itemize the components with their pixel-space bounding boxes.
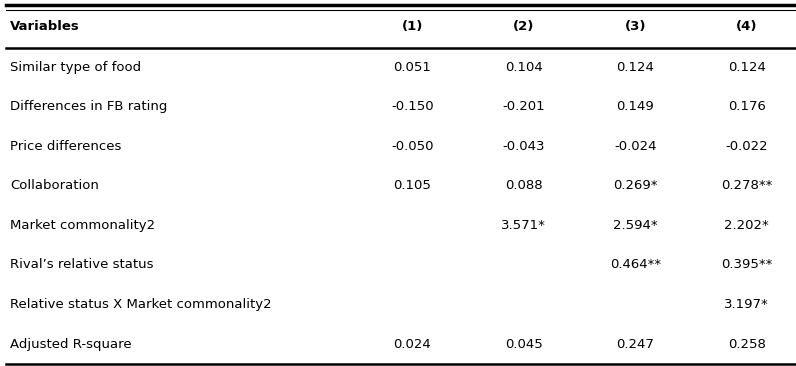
Text: -0.201: -0.201 (502, 100, 545, 113)
Text: (1): (1) (402, 20, 423, 33)
Text: 0.088: 0.088 (505, 179, 543, 193)
Text: 0.258: 0.258 (728, 337, 766, 351)
Text: Price differences: Price differences (10, 140, 122, 153)
Text: Market commonality2: Market commonality2 (10, 219, 155, 232)
Text: 0.105: 0.105 (393, 179, 431, 193)
Text: Adjusted R-square: Adjusted R-square (10, 337, 132, 351)
Text: (2): (2) (513, 20, 534, 33)
Text: 0.104: 0.104 (505, 61, 543, 74)
Text: 0.024: 0.024 (393, 337, 431, 351)
Text: Rival’s relative status: Rival’s relative status (10, 258, 154, 272)
Text: Collaboration: Collaboration (10, 179, 100, 193)
Text: 3.571*: 3.571* (501, 219, 546, 232)
Text: -0.150: -0.150 (391, 100, 434, 113)
Text: -0.050: -0.050 (391, 140, 434, 153)
Text: 0.176: 0.176 (728, 100, 766, 113)
Text: 2.594*: 2.594* (613, 219, 657, 232)
Text: -0.043: -0.043 (502, 140, 545, 153)
Text: 0.051: 0.051 (393, 61, 431, 74)
Text: 0.124: 0.124 (616, 61, 654, 74)
Text: 0.247: 0.247 (616, 337, 654, 351)
Text: 2.202*: 2.202* (724, 219, 769, 232)
Text: 0.395**: 0.395** (721, 258, 772, 272)
Text: Variables: Variables (10, 20, 80, 33)
Text: Similar type of food: Similar type of food (10, 61, 142, 74)
Text: 0.045: 0.045 (505, 337, 543, 351)
Text: 0.149: 0.149 (616, 100, 654, 113)
Text: Relative status X Market commonality2: Relative status X Market commonality2 (10, 298, 272, 311)
Text: (4): (4) (736, 20, 758, 33)
Text: 0.464**: 0.464** (610, 258, 661, 272)
Text: (3): (3) (624, 20, 646, 33)
Text: 0.124: 0.124 (728, 61, 766, 74)
Text: 0.269*: 0.269* (613, 179, 657, 193)
Text: -0.022: -0.022 (725, 140, 768, 153)
Text: 3.197*: 3.197* (724, 298, 769, 311)
Text: 0.278**: 0.278** (721, 179, 772, 193)
Text: -0.024: -0.024 (614, 140, 657, 153)
Text: Differences in FB rating: Differences in FB rating (10, 100, 168, 113)
